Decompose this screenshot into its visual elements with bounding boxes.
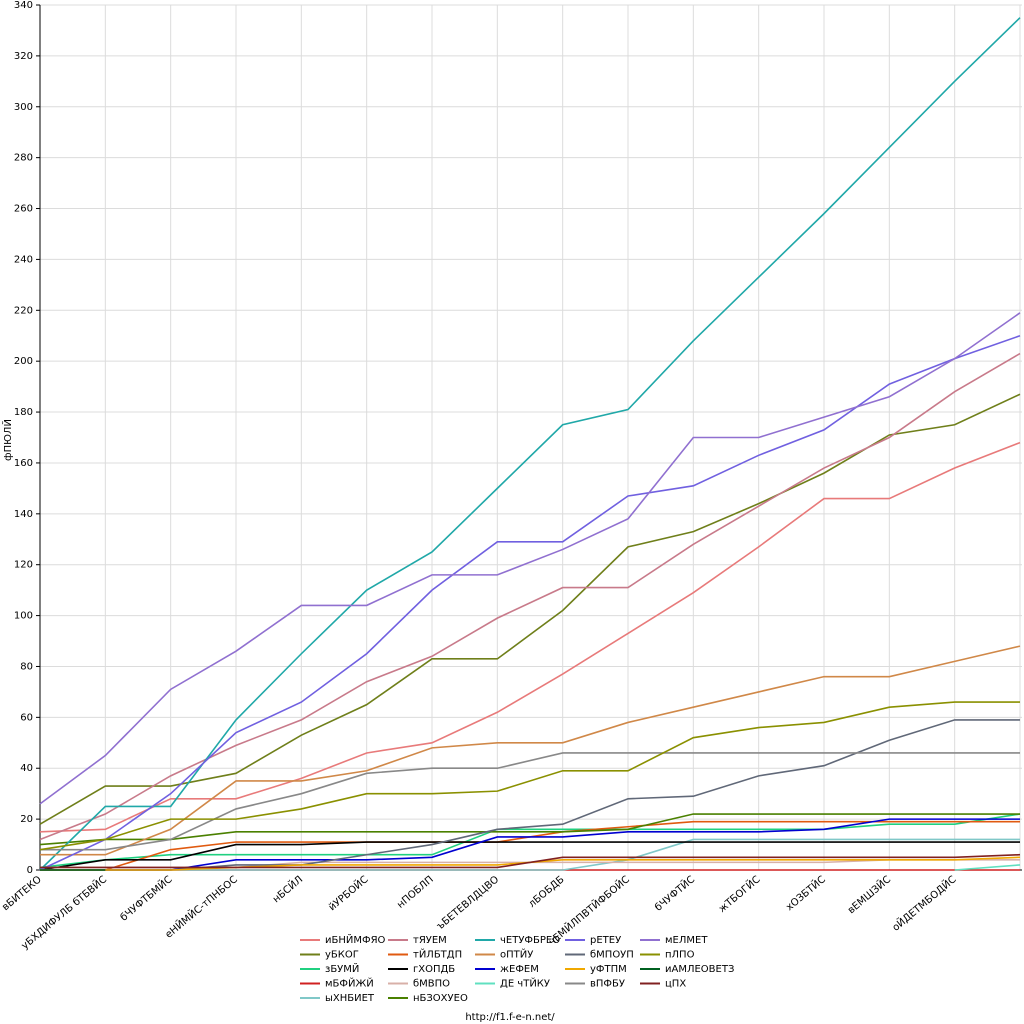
- y-tick-label: 40: [20, 763, 33, 774]
- series-line: [40, 752, 1020, 851]
- x-tick-label: нБСЙЛ: [270, 873, 305, 906]
- y-tick-label: 320: [14, 51, 33, 62]
- legend-label: рЕТЕУ: [590, 935, 621, 946]
- y-tick-label: 80: [20, 661, 33, 672]
- series-line: [39, 813, 1020, 846]
- legend-label: уФТПМ: [590, 964, 627, 975]
- legend-label: цПХ: [665, 979, 686, 990]
- series-line: [40, 818, 1020, 871]
- legend-label: жЕФЕМ: [500, 964, 539, 975]
- y-tick-label: 120: [14, 560, 33, 571]
- series-line: [40, 838, 1020, 871]
- legend-label: ыХНБИЕТ: [325, 993, 375, 1004]
- y-tick-label: 280: [14, 153, 33, 164]
- legend-label: бМПОУП: [590, 950, 634, 961]
- y-tick-label: 0: [27, 865, 33, 876]
- series-line: [39, 441, 1021, 833]
- y-tick-label: 160: [14, 458, 33, 469]
- x-tick-label: оЙДЕТМБОДЙС: [889, 873, 958, 934]
- x-tick-label: хОЗБТЙС: [783, 873, 828, 914]
- y-tick-label: 340: [14, 0, 33, 11]
- series-line: [39, 813, 1021, 869]
- x-tick-label: ъБЕТЕВЛДЦВО: [435, 874, 501, 932]
- series-line: [39, 701, 1020, 851]
- legend-label: мЕЛМЕТ: [665, 935, 708, 946]
- y-tick-label: 140: [14, 509, 33, 520]
- x-tick-label: йУРБОЙС: [326, 873, 371, 914]
- y-tick-label: 300: [14, 102, 33, 113]
- legend-label: иБНЙМФЯО: [325, 933, 386, 946]
- y-tick-label: 200: [14, 356, 33, 367]
- series-line: [40, 645, 1021, 856]
- legend-label: гХОПДБ: [413, 964, 455, 975]
- x-tick-label: бЧУФТБМЙС: [117, 873, 174, 924]
- x-tick-label: лБОБДБ: [527, 874, 567, 910]
- legend-label: тЯУЕМ: [413, 935, 447, 946]
- legend-label: пЛПО: [665, 950, 695, 961]
- legend-label: иАМЛЕОВЕТЗ: [665, 964, 734, 975]
- legend-label: оПТЙУ: [500, 948, 533, 961]
- legend-label: тЙЛБТДП: [413, 948, 462, 961]
- x-tick-label: бЧУФТЙС: [652, 873, 697, 914]
- footer: http://f1.f-e-n.net/: [465, 1012, 555, 1023]
- series-line: [40, 853, 1021, 869]
- x-tick-label: вБИТЕКО: [0, 874, 44, 913]
- legend-label: вПФБУ: [590, 979, 625, 990]
- series-line: [954, 864, 1021, 871]
- legend-label: уБКОГ: [325, 950, 359, 961]
- x-tick-label: вЕМШЗЙС: [845, 873, 894, 917]
- series-line: [39, 352, 1021, 841]
- series-line: [39, 393, 1021, 825]
- legend-label: нБЗОХУЕО: [413, 993, 468, 1004]
- series-line: [40, 859, 1020, 869]
- y-tick-label: 100: [14, 611, 33, 622]
- series-line: [39, 312, 1021, 805]
- y-tick-label: 180: [14, 407, 33, 418]
- y-tick-label: 20: [20, 814, 33, 825]
- series-line: [39, 841, 1020, 871]
- y-tick-label: 220: [14, 305, 33, 316]
- y-tick-label: 260: [14, 204, 33, 215]
- y-tick-label: 240: [14, 254, 33, 265]
- y-tick-label: 60: [20, 712, 33, 723]
- x-tick-label: жТБОГЙС: [716, 873, 763, 915]
- y-axis-label: фПЮЛЙ: [1, 419, 14, 461]
- x-tick-label: нПОБЛП: [395, 874, 436, 911]
- legend-label: чЕТУФБРЕО: [500, 935, 560, 946]
- legend-label: мБФЙЖЙ: [325, 977, 374, 990]
- legend-label: зБУМЙ: [325, 962, 359, 975]
- legend-label: бМВПО: [413, 979, 450, 990]
- legend-label: ДЕ чТЙКУ: [500, 977, 550, 990]
